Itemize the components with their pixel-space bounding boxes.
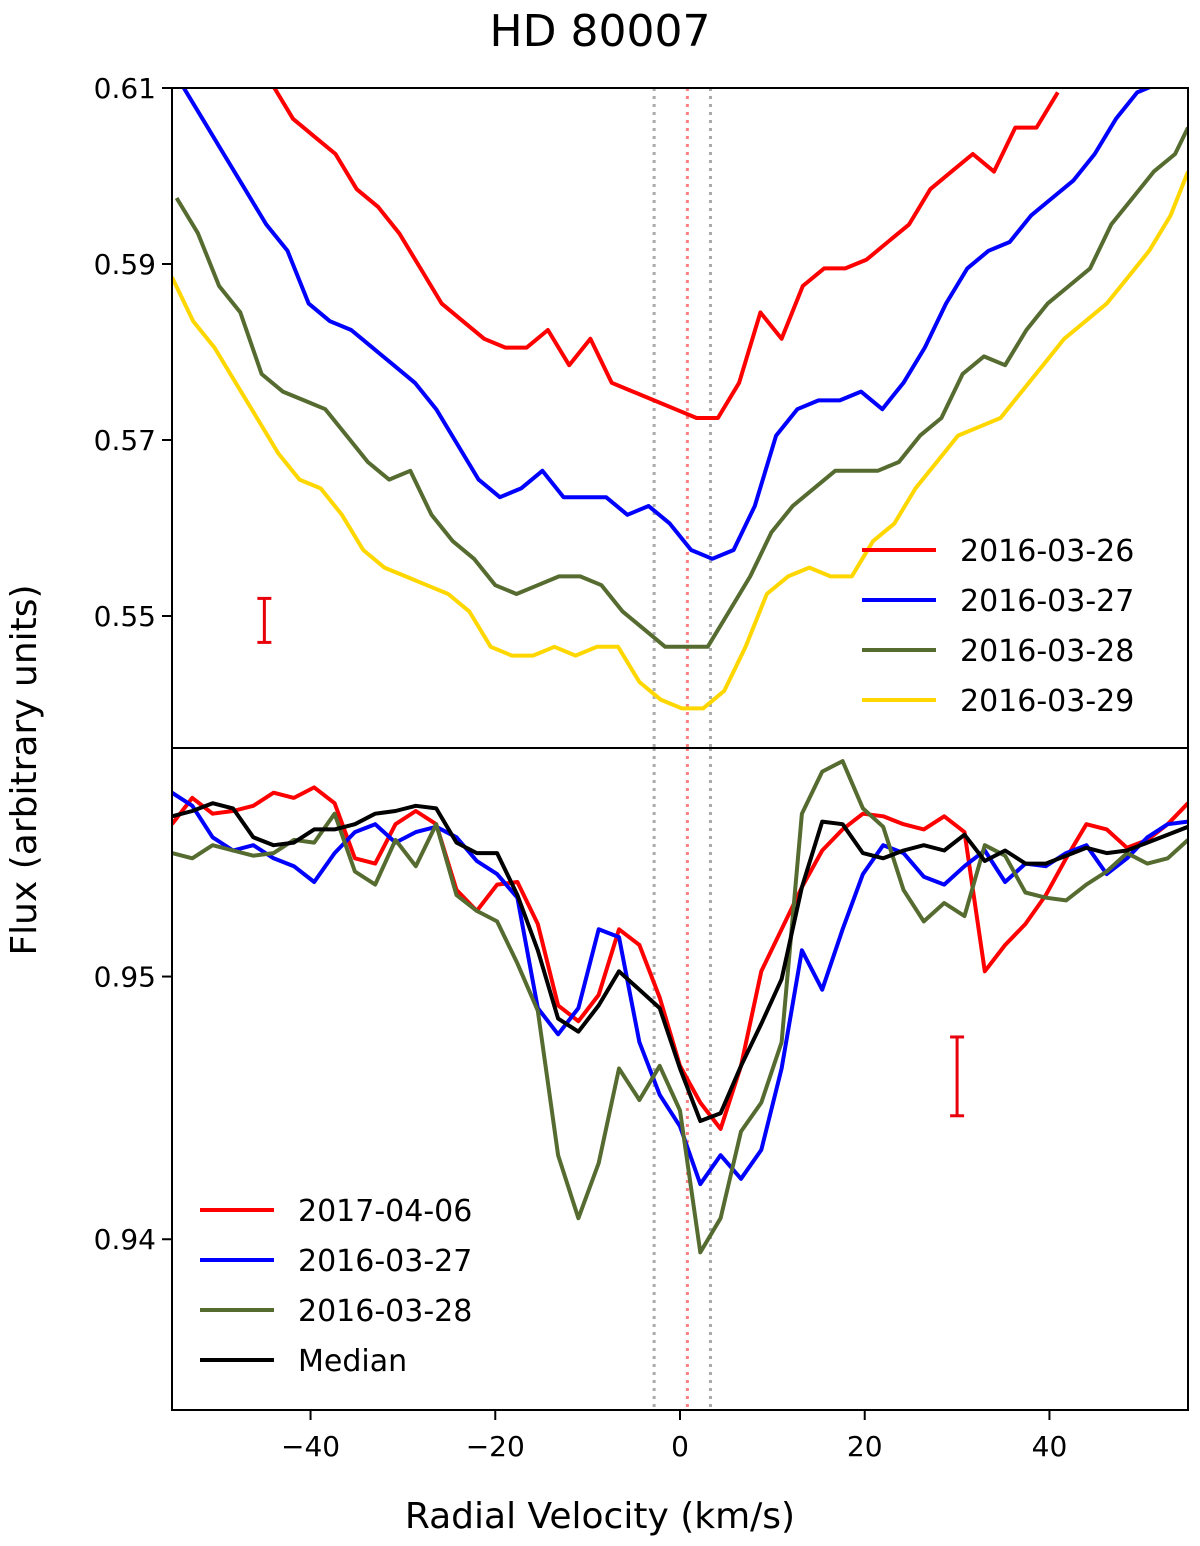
- chart-title: HD 80007: [490, 6, 711, 57]
- bottom-series-line-2016-03-27: [172, 791, 1188, 1187]
- x-tick-label: 40: [1032, 1430, 1068, 1463]
- bottom-legend: 2017-04-06 2016-03-27 2016-03-28 Median: [200, 1194, 472, 1379]
- legend-label: 2016-03-28: [298, 1294, 472, 1329]
- bottom-panel-content: [172, 748, 1188, 1410]
- bottom-y-tick-label: 0.95: [94, 961, 156, 994]
- legend-label: Median: [298, 1344, 407, 1379]
- top-panel-content: [172, 88, 1188, 748]
- legend-label: 2016-03-27: [960, 584, 1134, 619]
- top-y-tick-label: 0.59: [94, 248, 156, 281]
- legend-label: 2016-03-28: [960, 634, 1134, 669]
- x-tick-label: 0: [671, 1430, 689, 1463]
- bottom-series-line-median: [172, 801, 1188, 1123]
- top-legend: 2016-03-26 2016-03-27 2016-03-28 2016-03-29: [862, 534, 1134, 719]
- top-series-line-2016-03-26: [272, 88, 1060, 420]
- legend-label: 2017-04-06: [298, 1194, 472, 1229]
- legend-label: 2016-03-27: [298, 1244, 472, 1279]
- x-axis-label: Radial Velocity (km/s): [405, 1496, 795, 1537]
- y-axis-label: Flux (arbitrary units): [4, 584, 45, 955]
- top-y-tick-label: 0.57: [94, 424, 156, 457]
- top-y-tick-label: 0.55: [94, 600, 156, 633]
- x-tick-label: −20: [466, 1430, 525, 1463]
- top-series-line-2016-03-29: [172, 170, 1188, 711]
- top-series-line-2016-03-27: [181, 88, 1154, 561]
- top-series-line-2016-03-28: [174, 126, 1188, 649]
- legend-label: 2016-03-26: [960, 534, 1134, 569]
- plot-area: 0.550.570.590.612016-03-262016-03-272016…: [94, 72, 1189, 1463]
- bottom-series-line-2016-03-28: [172, 759, 1188, 1255]
- top-y-tick-label: 0.61: [94, 72, 156, 105]
- legend-label: 2016-03-29: [960, 684, 1134, 719]
- bottom-y-tick-label: 0.94: [94, 1223, 156, 1256]
- x-tick-label: 20: [847, 1430, 883, 1463]
- bottom-series-line-2017-04-06: [172, 785, 1188, 1131]
- x-tick-label: −40: [281, 1430, 340, 1463]
